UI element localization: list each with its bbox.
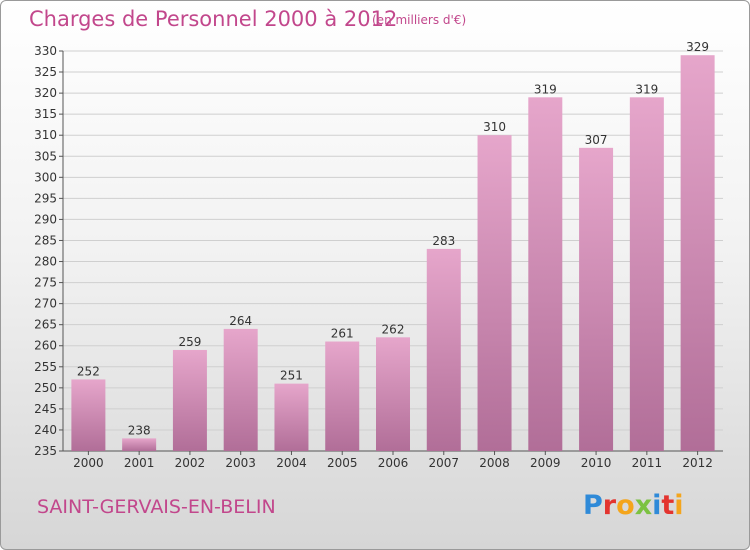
data-label: 251: [280, 369, 303, 383]
bar: [122, 438, 157, 451]
bar: [579, 147, 614, 451]
data-label: 329: [686, 40, 709, 54]
bar: [223, 328, 258, 451]
x-tick-label: 2001: [124, 456, 155, 470]
y-tick-label: 315: [34, 107, 57, 121]
logo-letter: i: [674, 490, 684, 521]
y-tick-label: 270: [34, 297, 57, 311]
bar: [426, 248, 461, 451]
y-tick-label: 260: [34, 339, 57, 353]
y-tick-label: 250: [34, 381, 57, 395]
y-tick-label: 240: [34, 423, 57, 437]
y-tick-label: 255: [34, 360, 57, 374]
bar: [680, 55, 715, 452]
chart-subtitle: (en milliers d'€): [372, 13, 467, 27]
data-label: 283: [432, 234, 455, 248]
data-label: 310: [483, 120, 506, 134]
y-tick-label: 300: [34, 170, 57, 184]
y-tick-label: 245: [34, 402, 57, 416]
bars: [71, 55, 715, 452]
logo-letter: r: [602, 490, 617, 521]
x-tick-label: 2009: [530, 456, 561, 470]
proxiti-logo: Proxiti: [583, 490, 684, 521]
data-label: 262: [382, 322, 405, 336]
bar: [325, 341, 360, 451]
y-tick-label: 265: [34, 318, 57, 332]
logo-letter: i: [652, 490, 662, 521]
data-label: 252: [77, 364, 100, 378]
data-label: 261: [331, 327, 354, 341]
bar: [376, 337, 410, 451]
x-tick-label: 2007: [428, 456, 459, 470]
y-tick-label: 280: [34, 255, 57, 269]
y-tick-label: 325: [34, 65, 57, 79]
x-tick-label: 2008: [479, 456, 510, 470]
y-tick-label: 330: [34, 44, 57, 58]
y-tick-label: 310: [34, 128, 57, 142]
x-tick-label: 2004: [276, 456, 307, 470]
y-tick-label: 285: [34, 233, 57, 247]
data-label: 319: [534, 82, 557, 96]
bar: [172, 349, 207, 451]
x-tick-label: 2000: [73, 456, 104, 470]
x-tick-label: 2005: [327, 456, 358, 470]
x-tick-label: 2010: [581, 456, 612, 470]
data-label: 319: [635, 82, 658, 96]
x-tick-label: 2011: [632, 456, 663, 470]
y-tick-label: 320: [34, 86, 57, 100]
bar: [274, 383, 309, 451]
logo-letter: P: [583, 490, 603, 521]
logo-letter: t: [661, 490, 675, 521]
bar: [477, 135, 512, 452]
data-label: 264: [229, 314, 252, 328]
commune-name: SAINT-GERVAIS-EN-BELIN: [37, 496, 276, 518]
logo-letter: o: [616, 490, 635, 521]
data-label: 307: [585, 133, 608, 147]
logo-letter: x: [634, 490, 653, 521]
x-tick-label: 2002: [175, 456, 206, 470]
labels: 2000 252 2001 238 2002 259 2003 264 2004 251 2005 2…: [73, 40, 713, 470]
x-tick-label: 2003: [225, 456, 256, 470]
data-label: 238: [128, 423, 151, 437]
data-label: 259: [178, 335, 201, 349]
bar: [629, 97, 664, 451]
y-tick-label: 275: [34, 276, 57, 290]
y-tick-label: 290: [34, 212, 57, 226]
x-tick-label: 2006: [378, 456, 409, 470]
bar: [71, 379, 106, 451]
bar: [528, 97, 563, 451]
x-tick-label: 2012: [682, 456, 713, 470]
y-tick-label: 235: [34, 444, 57, 458]
y-tick-label: 305: [34, 149, 57, 163]
chart-title: Charges de Personnel 2000 à 2012: [29, 7, 398, 31]
y-tick-label: 295: [34, 191, 57, 205]
